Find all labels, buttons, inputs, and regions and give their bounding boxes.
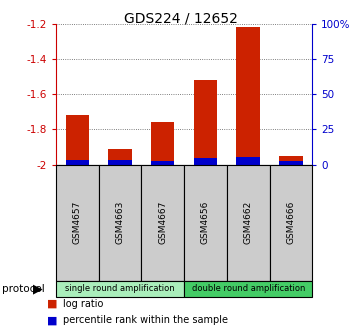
Text: GSM4656: GSM4656 [201, 201, 210, 244]
Bar [194, 158, 217, 165]
Text: ▶: ▶ [33, 283, 43, 295]
Bar [236, 157, 260, 165]
Bar [66, 160, 89, 165]
Text: ■: ■ [47, 299, 57, 309]
Text: GSM4662: GSM4662 [244, 201, 253, 244]
Bar [151, 122, 174, 165]
Bar [151, 161, 174, 165]
Text: log ratio: log ratio [63, 299, 104, 309]
Text: protocol: protocol [2, 284, 44, 294]
Text: double round amplification: double round amplification [191, 285, 305, 293]
Bar [236, 27, 260, 165]
Text: GDS224 / 12652: GDS224 / 12652 [123, 12, 238, 26]
Bar [108, 160, 132, 165]
Bar [279, 156, 303, 165]
Bar [66, 115, 89, 165]
Text: GSM4667: GSM4667 [158, 201, 167, 244]
Text: percentile rank within the sample: percentile rank within the sample [63, 315, 228, 325]
Text: single round amplification: single round amplification [65, 285, 175, 293]
Bar [194, 80, 217, 165]
Text: ■: ■ [47, 315, 57, 325]
Text: GSM4663: GSM4663 [116, 201, 125, 244]
Text: GSM4666: GSM4666 [286, 201, 295, 244]
Bar [279, 161, 303, 165]
Text: GSM4657: GSM4657 [73, 201, 82, 244]
Bar [108, 149, 132, 165]
